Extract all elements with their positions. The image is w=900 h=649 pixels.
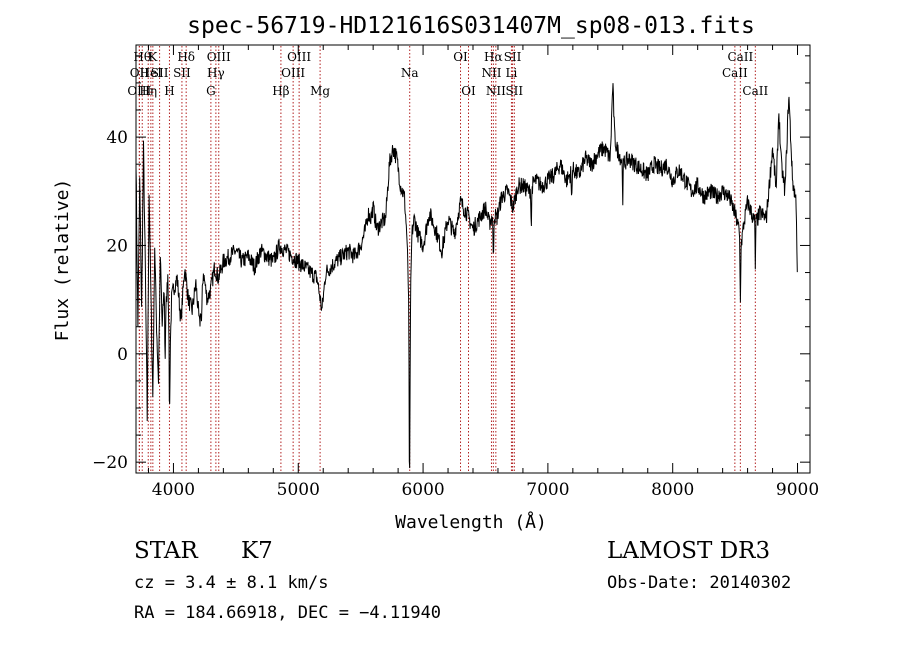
line-label-0: Hθ [133, 50, 151, 64]
y-axis: −20 0 20 40 [92, 55, 810, 473]
x-tick-label-4: 8000 [651, 480, 694, 500]
line-label-7: H [164, 84, 174, 98]
y-tick-label-0: −20 [92, 453, 128, 473]
object-subclass-label: K7 [241, 538, 273, 564]
spectral-line-markers [138, 46, 756, 472]
redshift-text: cz = 3.4 ± 8.1 km/s [134, 573, 329, 593]
line-label-27: CaII [727, 50, 753, 64]
line-label-3: Hη [139, 84, 157, 98]
coordinates-text: RA = 184.66918, DEC = −4.11940 [134, 603, 442, 623]
spectrum-series-line [135, 83, 798, 469]
line-label-18: OI [453, 50, 468, 64]
line-label-24: SII [504, 50, 522, 64]
chart-title: spec-56719-HD121616S031407M_sp08-013.fit… [187, 13, 755, 39]
line-label-13: Hβ [272, 84, 289, 98]
line-label-19: OI [461, 84, 476, 98]
y-axis-label: Flux (relative) [52, 179, 73, 342]
line-label-11: Hγ [207, 66, 225, 80]
line-label-23: Li [506, 66, 518, 80]
line-label-6: SII [151, 66, 169, 80]
line-label-16: Mg [310, 84, 330, 98]
line-label-22: NII [486, 84, 506, 98]
line-label-17: Na [401, 66, 419, 80]
x-tick-label-3: 7000 [526, 480, 569, 500]
survey-label: LAMOST DR3 [607, 538, 771, 564]
line-label-25: SII [505, 84, 523, 98]
y-tick-label-3: 40 [106, 128, 128, 148]
line-label-20: NII [481, 66, 501, 80]
x-tick-label-0: 4000 [152, 480, 195, 500]
line-label-21: Hα [484, 50, 503, 64]
x-tick-label-2: 6000 [401, 480, 444, 500]
line-label-26: CaII [722, 66, 748, 80]
line-label-2: OIII [127, 84, 151, 98]
observation-date-text: Obs-Date: 20140302 [607, 573, 792, 593]
line-label-28: CaII [742, 84, 768, 98]
x-axis: 4000 5000 6000 7000 8000 9000 [147, 45, 819, 500]
plot-frame [135, 44, 811, 474]
y-tick-label-2: 20 [106, 236, 128, 256]
x-axis-label: Wavelength (Å) [395, 511, 547, 533]
spectral-line-labels: HθOIIOIIIHηHeIKSIIHHδSIIGHγOIIIHβOIIIOII… [127, 50, 768, 98]
line-label-9: SII [173, 66, 191, 80]
line-label-4: HeI [140, 66, 163, 80]
line-label-5: K [148, 50, 158, 64]
line-label-14: OIII [281, 66, 305, 80]
line-label-1: OII [130, 66, 150, 80]
line-label-8: Hδ [177, 50, 195, 64]
line-label-10: G [206, 84, 216, 98]
y-tick-label-1: 0 [117, 345, 128, 365]
object-class-label: STAR [134, 538, 198, 564]
line-label-12: OIII [207, 50, 231, 64]
line-label-15: OIII [287, 50, 311, 64]
x-tick-label-5: 9000 [776, 480, 819, 500]
x-tick-label-1: 5000 [277, 480, 320, 500]
